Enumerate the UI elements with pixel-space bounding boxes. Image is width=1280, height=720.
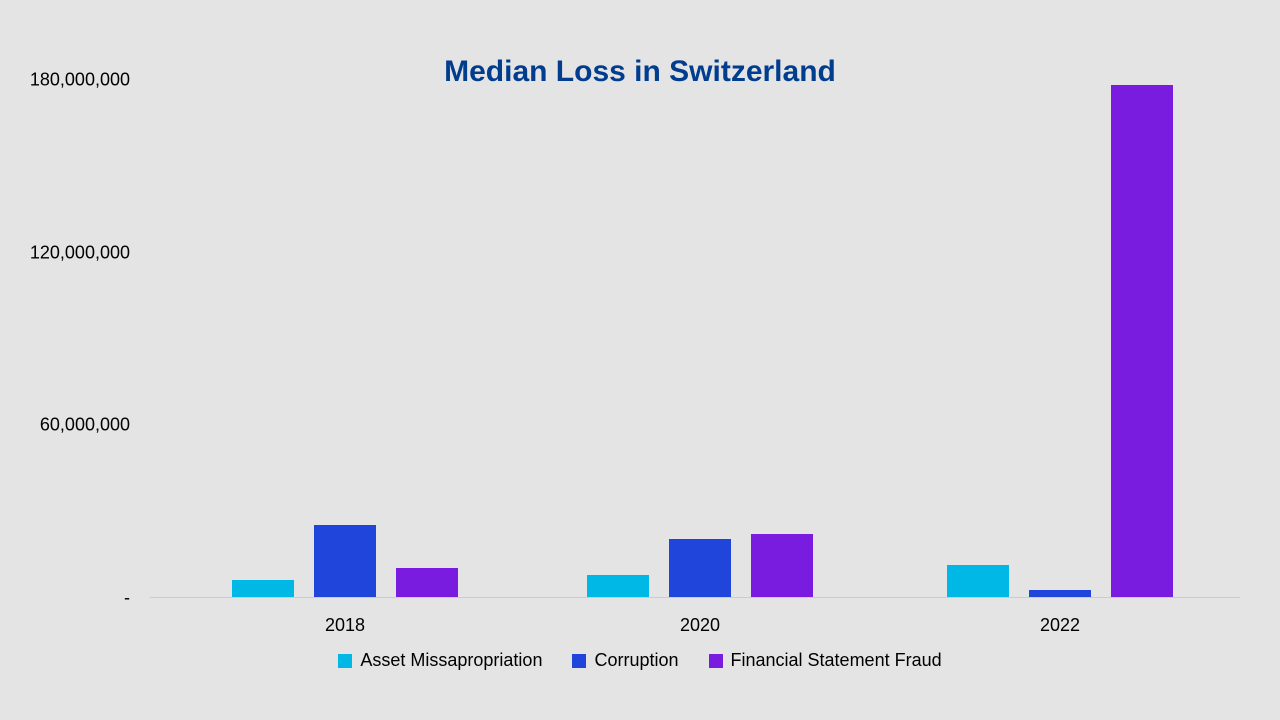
legend-label: Asset Missapropriation (360, 650, 542, 671)
bar (1111, 85, 1173, 597)
y-axis-tick-label: 60,000,000 (40, 415, 130, 436)
legend-item: Financial Statement Fraud (709, 650, 942, 671)
x-axis-category-label: 2018 (325, 615, 365, 636)
x-axis-category-label: 2022 (1040, 615, 1080, 636)
legend-swatch (572, 654, 586, 668)
x-axis-category-label: 2020 (680, 615, 720, 636)
legend: Asset Missapropriation Corruption Financia… (0, 650, 1280, 671)
bar (587, 575, 649, 597)
legend-label: Corruption (594, 650, 678, 671)
legend-item: Corruption (572, 650, 678, 671)
bar (669, 539, 731, 597)
legend-swatch (338, 654, 352, 668)
plot-area (150, 80, 1240, 598)
y-axis-tick-label: 120,000,000 (30, 242, 130, 263)
bar (751, 534, 813, 597)
bar (232, 580, 294, 597)
y-axis-tick-label: 180,000,000 (30, 70, 130, 91)
legend-label: Financial Statement Fraud (731, 650, 942, 671)
legend-swatch (709, 654, 723, 668)
bar (947, 565, 1009, 597)
bar (1029, 590, 1091, 597)
legend-item: Asset Missapropriation (338, 650, 542, 671)
bar (396, 568, 458, 597)
chart-container: Median Loss in Switzerland -60,000,00012… (0, 0, 1280, 720)
bar (314, 525, 376, 597)
y-axis-tick-label: - (124, 588, 130, 609)
